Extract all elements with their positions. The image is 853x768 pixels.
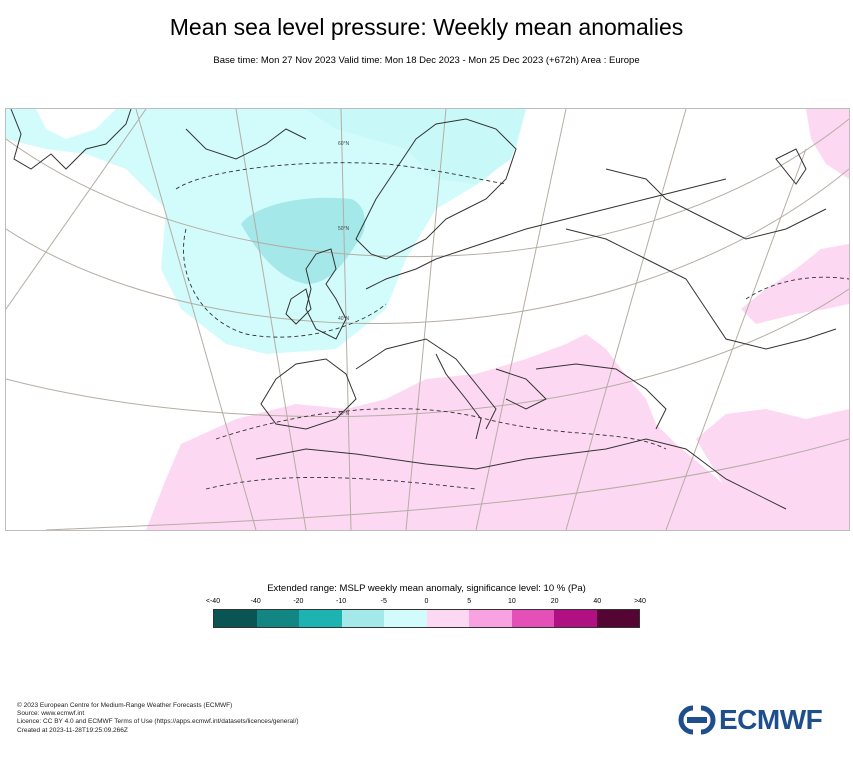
legend-title: Extended range: MSLP weekly mean anomaly… [267, 583, 586, 594]
legend-tick-label: >40 [634, 598, 646, 605]
legend-colorbar [213, 609, 640, 628]
legend-swatch [256, 610, 299, 627]
legend-tick-label: 20 [550, 598, 559, 605]
chart-title: Mean sea level pressure: Weekly mean ano… [169, 14, 684, 40]
logo-text: ECMWF [719, 704, 823, 735]
legend-tick-label: -20 [293, 598, 304, 605]
latitude-label: 50°N [338, 226, 350, 232]
arctic-cyan-patch [306, 109, 526, 184]
copyright-line: © 2023 European Centre for Medium-Range … [17, 702, 233, 709]
legend-swatch [469, 610, 512, 627]
coastlines [10, 109, 837, 510]
legend-swatch [596, 610, 639, 627]
latitude-label: 30°N [338, 411, 350, 417]
legend-swatch [426, 610, 469, 627]
legend-swatch [299, 610, 342, 627]
legend-swatch [384, 610, 427, 627]
legend-swatch [214, 610, 257, 627]
graticule [6, 109, 849, 530]
legend-tick-label: 10 [507, 598, 516, 605]
legend-swatch [511, 610, 554, 627]
ecmwf-logo-icon [678, 705, 716, 735]
legend-tick-label: -5 [380, 598, 387, 605]
source-line: Source: www.ecmwf.int [17, 710, 85, 718]
created-line: Created at 2023-11-28T19:25:09.266Z [17, 726, 128, 734]
legend-tick-label: <-40 [205, 598, 221, 605]
positive-anomaly-northeast [806, 109, 849, 179]
graticule-labels: 60°N 50°N 40°N 30°N [338, 141, 350, 417]
licence-line: Licence: CC BY 4.0 and ECMWF Terms of Us… [17, 718, 299, 726]
europe-map: 60°N 50°N 40°N 30°N [5, 108, 850, 531]
legend-tick-label: 5 [467, 598, 472, 605]
positive-anomaly-east [741, 244, 849, 324]
legend-swatch [554, 610, 597, 627]
chart-subtitle: Base time: Mon 27 Nov 2023 Valid time: M… [213, 55, 640, 66]
legend-swatch [341, 610, 384, 627]
credits: © 2023 European Centre for Medium-Range … [17, 702, 299, 735]
latitude-label: 60°N [338, 141, 350, 147]
legend-tick-label: -10 [336, 598, 347, 605]
map-canvas: 60°N 50°N 40°N 30°N [6, 109, 849, 530]
legend-tick-label: 0 [424, 598, 429, 605]
ecmwf-logo: ECMWF [678, 704, 838, 736]
positive-anomaly-south [146, 334, 766, 530]
latitude-label: 40°N [338, 316, 350, 322]
positive-anomaly-southeast [696, 409, 849, 530]
legend-tick-label: 40 [593, 598, 602, 605]
anomaly-contours [175, 162, 849, 490]
legend-tick-label: -40 [250, 598, 261, 605]
